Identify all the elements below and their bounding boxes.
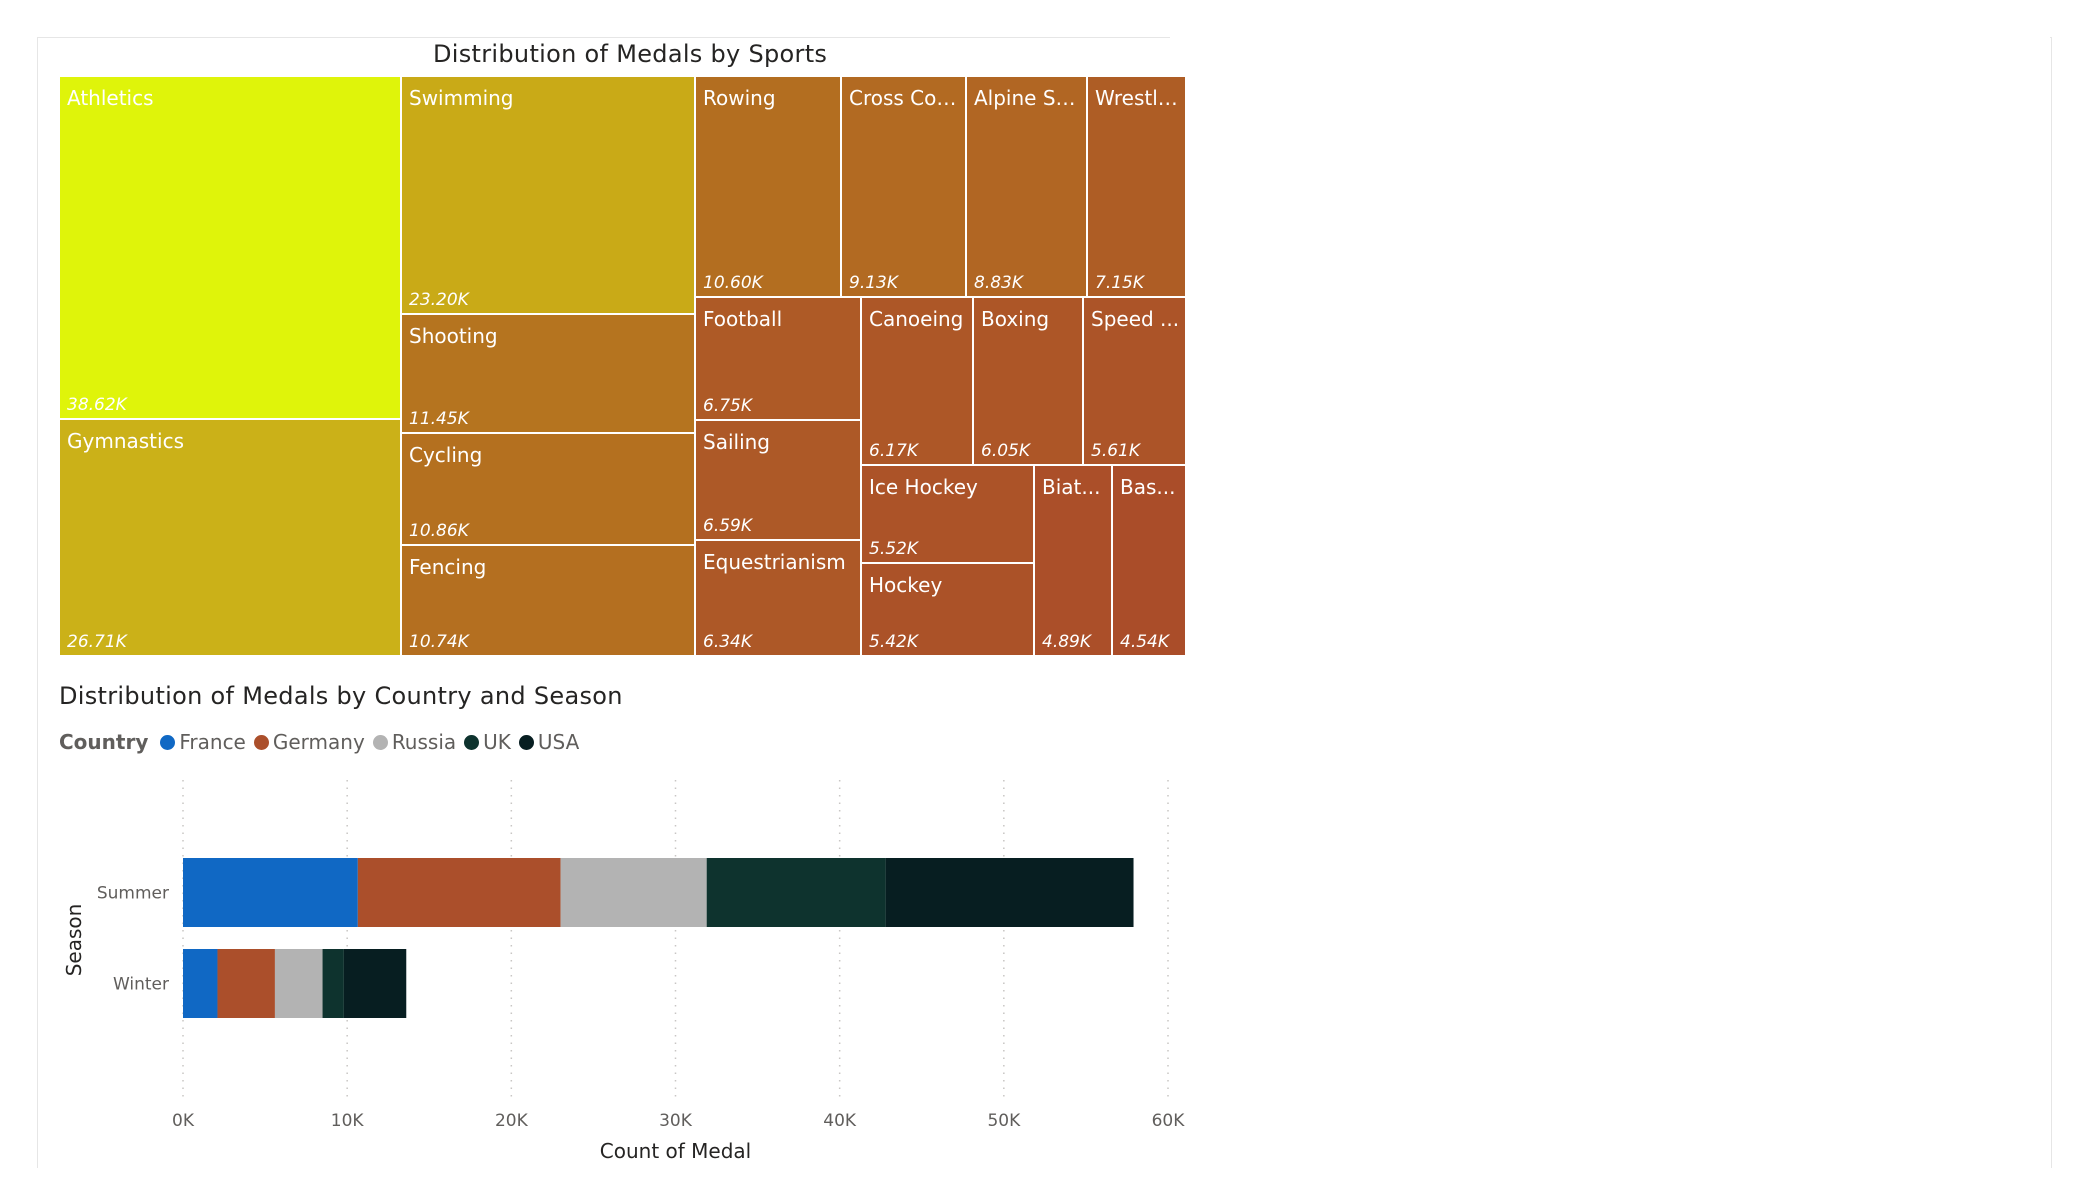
treemap-tile-speed[interactable]: Speed ... 5.61K [1083,297,1186,465]
bar-winter-usa[interactable] [343,949,407,1018]
legend-label: UK [483,730,511,754]
y-axis-title: Season [62,904,86,977]
treemap-tile-value: 6.05K [981,441,1030,461]
treemap-tile-value: 5.42K [869,632,918,652]
legend-marker [518,734,534,750]
x-tick-label: 20K [495,1111,529,1131]
treemap-chart[interactable]: Athletics 38.62K Gymnastics 26.71K Swimming 2… [59,76,1186,656]
treemap-tile-football[interactable]: Football 6.75K [695,297,861,420]
x-tick-label: 10K [331,1111,365,1131]
treemap-tile-boxing[interactable]: Boxing 6.05K [973,297,1083,465]
treemap-tile-wrestli[interactable]: Wrestli... 7.15K [1087,76,1186,297]
legend-item-russia[interactable]: Russia [372,730,457,754]
treemap-tile-value: 7.15K [1095,273,1144,293]
treemap-tile-cross-cou[interactable]: Cross Cou... 9.13K [841,76,966,297]
treemap-tile-value: 8.83K [974,273,1023,293]
treemap-tile-swimming[interactable]: Swimming 23.20K [401,76,695,314]
treemap-tile-value: 6.34K [703,632,752,652]
bar-winter-uk[interactable] [322,949,344,1018]
bar-chart-title: Distribution of Medals by Country and Se… [59,682,623,710]
treemap-tile-equestrianism[interactable]: Equestrianism 6.34K [695,540,861,656]
bar-summer-uk[interactable] [706,858,886,927]
treemap-tile-biat[interactable]: Biat... 4.89K [1034,465,1112,656]
treemap-tile-value: 6.17K [869,441,918,461]
x-tick-label: 60K [1152,1111,1186,1131]
visual-container-border [37,37,2052,1168]
legend-item-france[interactable]: France [160,730,246,754]
legend-item-uk[interactable]: UK [464,730,511,754]
treemap-tile-value: 23.20K [409,290,469,310]
treemap-tile-value: 10.60K [703,273,763,293]
treemap-tile-ice-hockey[interactable]: Ice Hockey 5.52K [861,465,1034,563]
legend-marker [372,734,388,750]
bar-chart-legend: Country France Germany Russia UK USA [59,728,587,756]
bar-winter-france[interactable] [183,949,218,1018]
legend-item-germany[interactable]: Germany [253,730,365,754]
legend-marker [253,734,269,750]
treemap-tile-fencing[interactable]: Fencing 10.74K [401,545,695,656]
bar-summer-france[interactable] [183,858,358,927]
treemap-tile-gymnastics[interactable]: Gymnastics 26.71K [59,419,401,656]
legend-marker [464,734,480,750]
treemap-title: Distribution of Medals by Sports [433,40,828,68]
visual-container-gap [1170,33,2050,41]
treemap-tile-value: 4.54K [1120,632,1169,652]
treemap-tile-hockey[interactable]: Hockey 5.42K [861,563,1034,656]
legend-label: France [179,730,246,754]
legend-title: Country [59,730,149,754]
treemap-tile-cycling[interactable]: Cycling 10.86K [401,433,695,545]
treemap-tile-value: 5.52K [869,539,918,559]
x-tick-label: 50K [987,1111,1021,1131]
treemap-tile-value: 11.45K [409,409,469,429]
treemap-tile-shooting[interactable]: Shooting 11.45K [401,314,695,433]
treemap-tile-canoeing[interactable]: Canoeing 6.17K [861,297,973,465]
legend-label: USA [537,730,580,754]
treemap-tile-sailing[interactable]: Sailing 6.59K [695,420,861,540]
x-axis-title: Count of Medal [600,1139,751,1163]
legend-items: France Germany Russia UK USA [160,730,587,754]
bar-winter-germany[interactable] [217,949,275,1018]
treemap-tile-value: 5.61K [1091,441,1140,461]
treemap-tile-value: 6.59K [703,516,752,536]
x-tick-label: 30K [659,1111,693,1131]
x-tick-label: 40K [823,1111,857,1131]
x-tick-label: 0K [172,1111,195,1131]
bar-winter-russia[interactable] [274,949,323,1018]
bar-summer-russia[interactable] [560,858,707,927]
legend-label: Russia [391,730,457,754]
legend-label: Germany [272,730,365,754]
treemap-tile-bas[interactable]: Bas... 4.54K [1112,465,1186,656]
legend-marker [160,734,176,750]
treemap-tile-alpine-sk[interactable]: Alpine Sk... 8.83K [966,76,1087,297]
treemap-tile-athletics[interactable]: Athletics 38.62K [59,76,401,419]
treemap-tile-value: 4.89K [1042,632,1091,652]
treemap-tile-rowing[interactable]: Rowing 10.60K [695,76,841,297]
treemap-tile-value: 10.86K [409,521,469,541]
treemap-tile-value: 38.62K [67,395,127,415]
bar-summer-germany[interactable] [357,858,561,927]
treemap-tile-value: 10.74K [409,632,469,652]
bar-summer-usa[interactable] [885,858,1134,927]
treemap-tile-value: 26.71K [67,632,127,652]
treemap-tile-value: 9.13K [849,273,898,293]
treemap-tile-value: 6.75K [703,396,752,416]
y-tick-label-winter: Winter [113,975,169,995]
y-tick-label-summer: Summer [97,884,169,904]
legend-item-usa[interactable]: USA [518,730,580,754]
